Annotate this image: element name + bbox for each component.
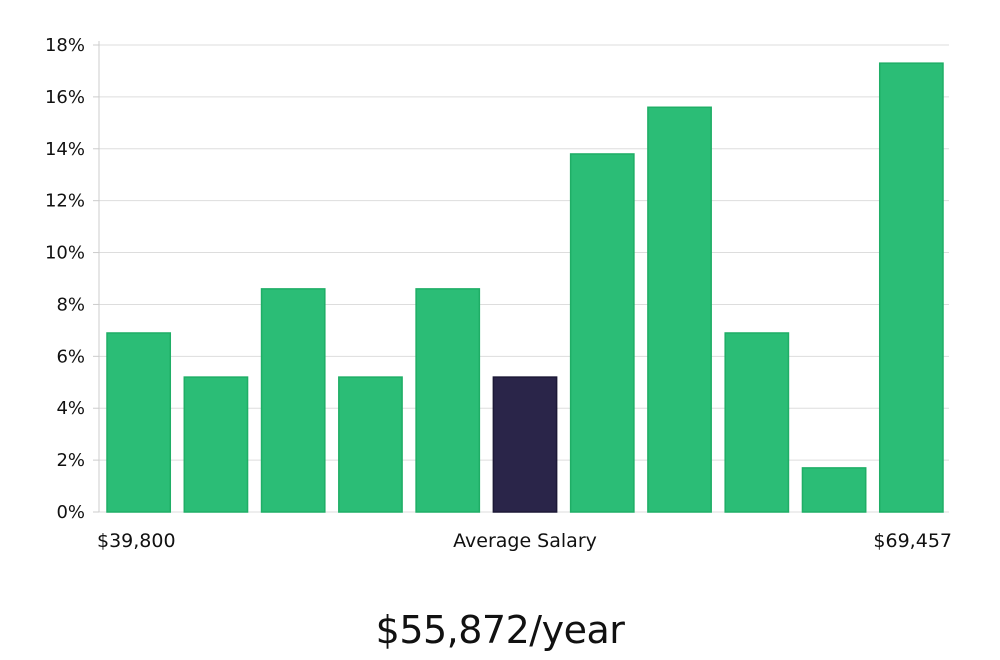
x-max-label: $69,457 bbox=[873, 530, 952, 552]
y-tick-label: 6% bbox=[56, 346, 85, 367]
bar bbox=[183, 376, 249, 513]
x-min-label: $39,800 bbox=[97, 530, 176, 552]
bar bbox=[724, 332, 790, 513]
average-salary-figure: $55,872/year bbox=[375, 608, 625, 652]
y-tick-label: 4% bbox=[56, 398, 85, 419]
y-tick-label: 0% bbox=[56, 502, 85, 523]
axes bbox=[93, 41, 100, 513]
y-tick-label: 2% bbox=[56, 450, 85, 471]
bar bbox=[801, 467, 867, 513]
chart-canvas: 0% 2% 4% 6% 8% 10% 12% 14% 16% 18% $39,800 Averag… bbox=[45, 35, 952, 552]
y-tick-label: 18% bbox=[45, 35, 85, 56]
bars bbox=[106, 62, 944, 513]
y-tick-label: 12% bbox=[45, 191, 85, 212]
y-tick-labels: 0% 2% 4% 6% 8% 10% 12% 14% 16% 18% bbox=[45, 35, 85, 523]
x-axis-title: Average Salary bbox=[453, 530, 597, 552]
bar bbox=[415, 288, 481, 513]
bar bbox=[260, 288, 326, 513]
bar bbox=[878, 62, 944, 513]
bar-highlighted bbox=[492, 376, 558, 513]
bar bbox=[647, 106, 712, 513]
y-tick-label: 10% bbox=[45, 243, 85, 264]
bar bbox=[569, 153, 635, 513]
y-tick-label: 14% bbox=[45, 139, 85, 160]
y-tick-label: 16% bbox=[45, 87, 85, 108]
y-tick-label: 8% bbox=[56, 294, 85, 315]
bar bbox=[338, 376, 403, 513]
bar bbox=[106, 332, 172, 513]
